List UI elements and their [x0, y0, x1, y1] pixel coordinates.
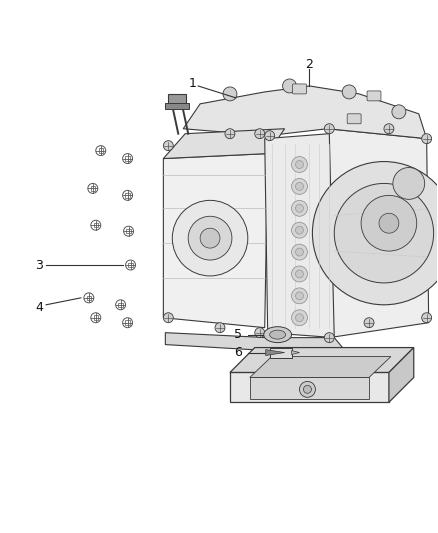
Circle shape [163, 313, 173, 322]
Text: 5: 5 [234, 328, 242, 341]
Text: 2: 2 [305, 58, 313, 70]
Circle shape [292, 200, 307, 216]
Circle shape [292, 157, 307, 173]
Circle shape [296, 270, 304, 278]
Circle shape [296, 182, 304, 190]
Polygon shape [389, 348, 414, 402]
Polygon shape [230, 373, 389, 402]
Bar [126, 229, 131, 233]
Bar [118, 303, 123, 307]
Circle shape [300, 382, 315, 397]
Text: 1: 1 [188, 77, 196, 91]
Circle shape [223, 87, 237, 101]
Circle shape [255, 328, 265, 337]
Polygon shape [292, 351, 300, 354]
Text: 3: 3 [35, 259, 43, 271]
Circle shape [225, 129, 235, 139]
Circle shape [292, 244, 307, 260]
Circle shape [296, 314, 304, 322]
Circle shape [265, 131, 275, 141]
Polygon shape [165, 333, 344, 354]
Circle shape [292, 310, 307, 326]
Bar [125, 320, 130, 325]
FancyBboxPatch shape [367, 91, 381, 101]
Ellipse shape [264, 327, 292, 343]
Text: 6: 6 [234, 346, 242, 359]
Circle shape [379, 213, 399, 233]
Bar [125, 156, 130, 161]
Polygon shape [183, 86, 427, 139]
FancyBboxPatch shape [293, 84, 307, 94]
Bar [168, 94, 186, 106]
Circle shape [283, 79, 297, 93]
Circle shape [296, 248, 304, 256]
Polygon shape [250, 377, 369, 399]
Circle shape [361, 196, 417, 251]
Circle shape [292, 266, 307, 282]
Polygon shape [327, 129, 429, 337]
Circle shape [312, 161, 438, 305]
Polygon shape [265, 134, 334, 337]
Polygon shape [266, 350, 285, 356]
Circle shape [342, 85, 356, 99]
Circle shape [324, 124, 334, 134]
Polygon shape [163, 129, 285, 158]
Bar [165, 103, 189, 109]
FancyBboxPatch shape [347, 114, 361, 124]
Circle shape [296, 226, 304, 234]
Circle shape [393, 167, 425, 199]
Circle shape [422, 134, 431, 144]
Circle shape [172, 200, 248, 276]
Circle shape [255, 129, 265, 139]
Circle shape [292, 179, 307, 195]
Circle shape [296, 292, 304, 300]
Circle shape [292, 288, 307, 304]
Bar [99, 148, 103, 153]
Circle shape [334, 183, 434, 283]
Circle shape [384, 124, 394, 134]
Circle shape [292, 222, 307, 238]
Circle shape [422, 313, 431, 322]
Circle shape [296, 204, 304, 212]
Bar [87, 296, 91, 300]
Circle shape [364, 318, 374, 328]
Bar [128, 263, 133, 267]
Bar [270, 348, 292, 358]
Polygon shape [250, 357, 391, 377]
Bar [125, 193, 130, 198]
Bar [94, 223, 98, 228]
Bar [91, 186, 95, 191]
Ellipse shape [270, 330, 286, 339]
Circle shape [200, 228, 220, 248]
Circle shape [188, 216, 232, 260]
Circle shape [163, 141, 173, 151]
Polygon shape [230, 348, 414, 373]
Circle shape [324, 333, 334, 343]
Text: 4: 4 [35, 301, 43, 314]
Polygon shape [163, 154, 268, 328]
Bar [94, 316, 98, 320]
Circle shape [392, 105, 406, 119]
Circle shape [304, 385, 311, 393]
Circle shape [296, 160, 304, 168]
Circle shape [215, 322, 225, 333]
